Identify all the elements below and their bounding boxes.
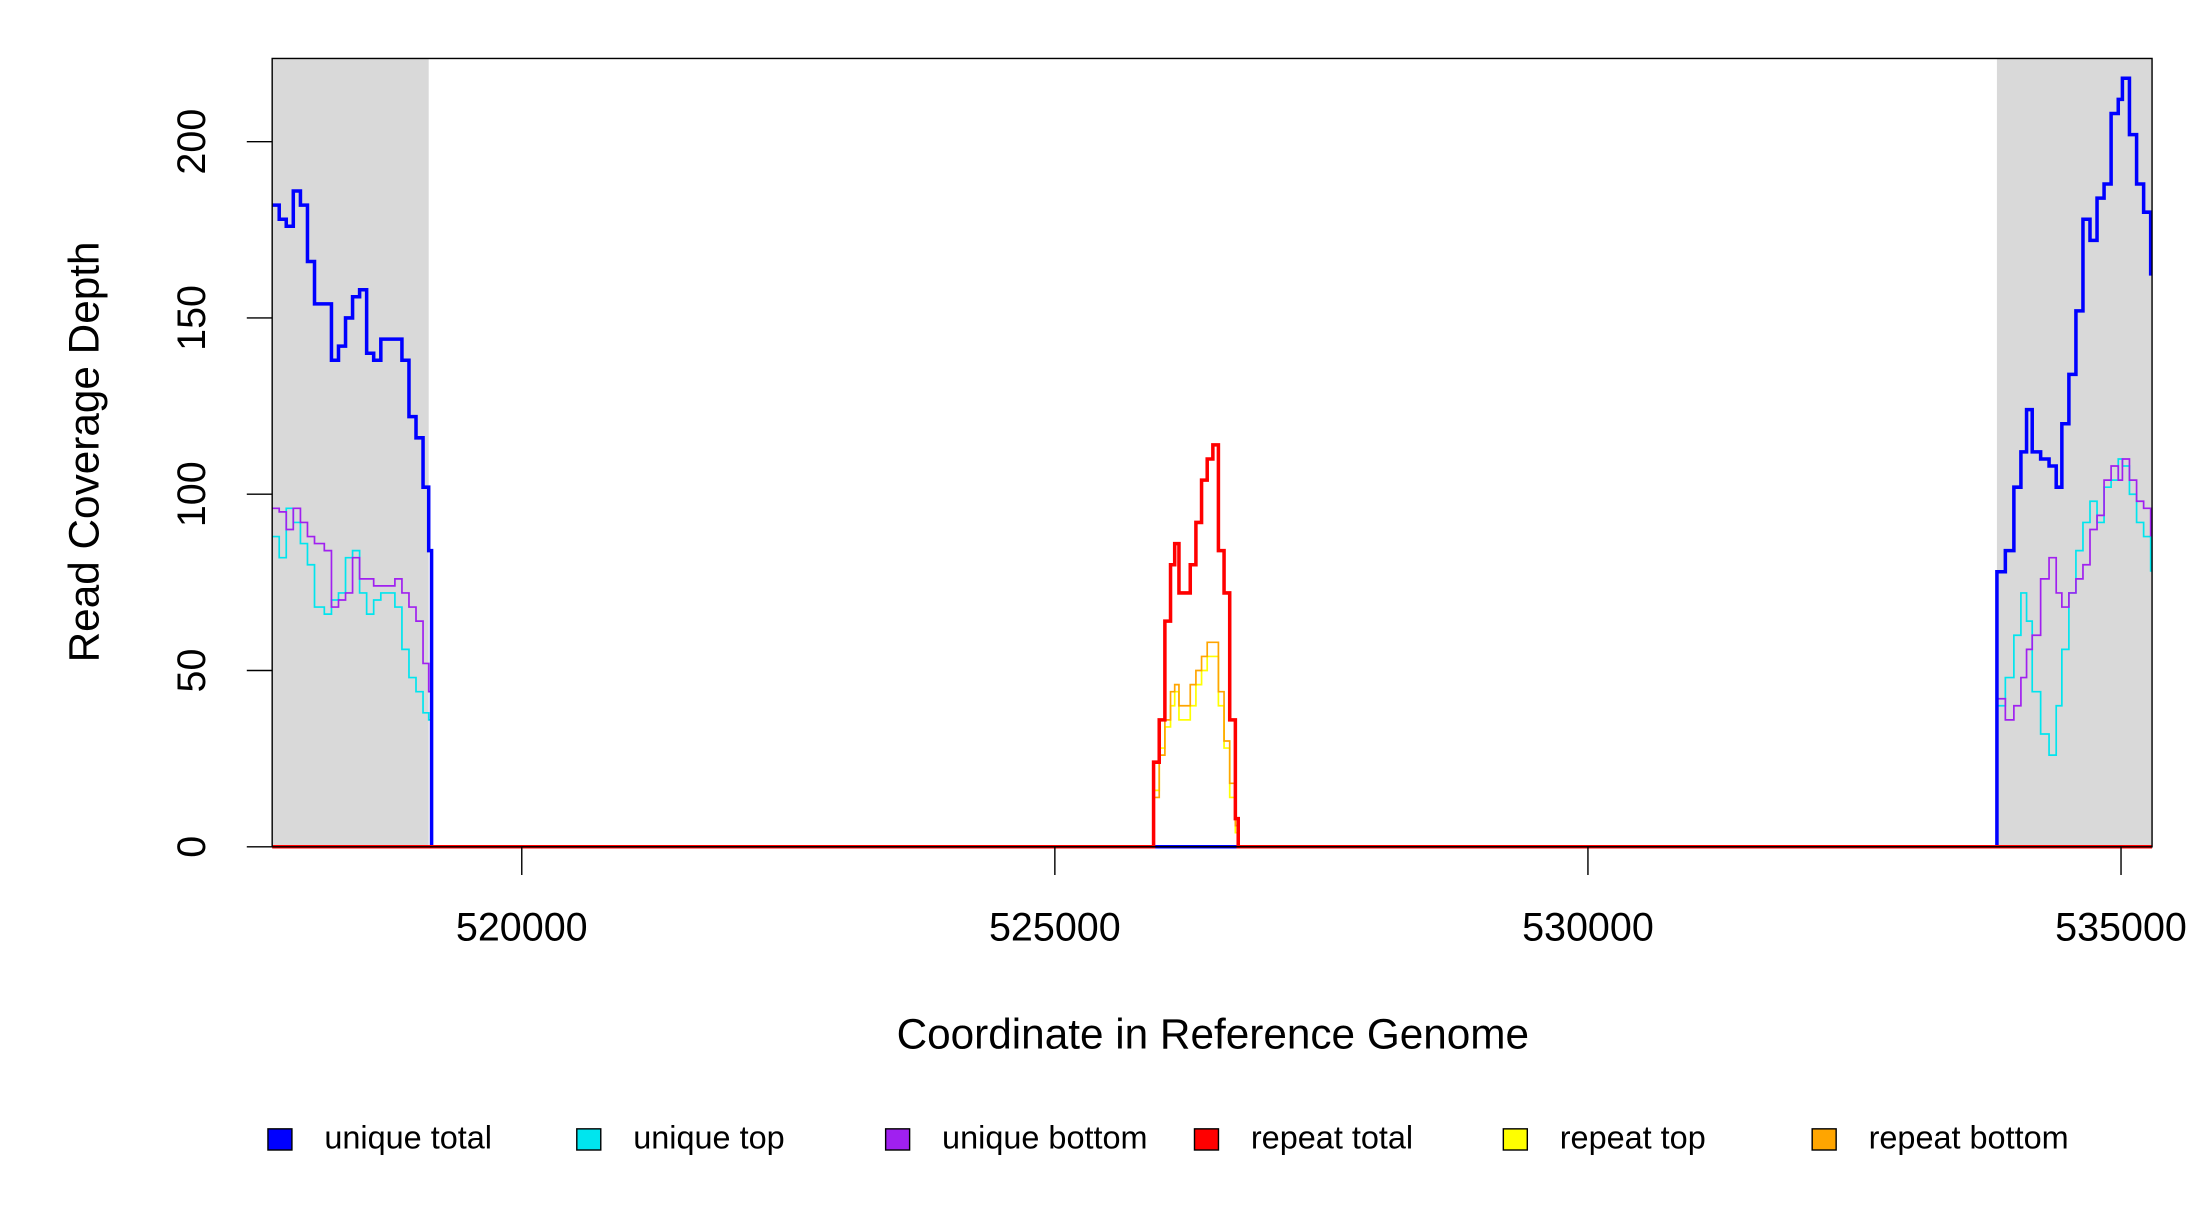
series-line xyxy=(272,443,2153,849)
legend-label: repeat bottom xyxy=(1869,1120,2069,1156)
x-tick-label: 535000 xyxy=(2055,905,2187,949)
legend-label: unique total xyxy=(324,1120,492,1156)
x-tick-label: 525000 xyxy=(989,905,1121,949)
y-tick-label: 0 xyxy=(170,836,214,858)
series-line xyxy=(272,458,2152,848)
y-tick-label: 200 xyxy=(170,109,214,175)
legend-label: repeat total xyxy=(1251,1120,1413,1156)
legend-label: unique top xyxy=(633,1120,784,1156)
y-tick-label: 100 xyxy=(170,461,214,527)
legend-swatch xyxy=(1502,1128,1529,1151)
shaded-region xyxy=(272,58,429,847)
series-line xyxy=(272,655,2153,848)
series-line xyxy=(272,458,2152,848)
legend-swatch xyxy=(884,1128,911,1151)
y-tick-label: 50 xyxy=(170,649,214,693)
y-tick-label: 150 xyxy=(170,285,214,351)
x-axis-title: Coordinate in Reference Genome xyxy=(897,1010,1529,1057)
legend-swatch xyxy=(1193,1128,1220,1151)
y-axis-title: Read Coverage Depth xyxy=(61,241,108,662)
legend-label: repeat top xyxy=(1560,1120,1706,1156)
legend-swatch xyxy=(576,1128,602,1151)
legend-swatch xyxy=(267,1128,293,1151)
x-tick-label: 530000 xyxy=(1522,905,1654,949)
series-line xyxy=(272,641,2153,848)
series-line xyxy=(272,76,2153,849)
legend-swatch xyxy=(1811,1128,1837,1151)
legend-label: unique bottom xyxy=(942,1120,1148,1156)
x-tick-label: 520000 xyxy=(456,905,588,949)
